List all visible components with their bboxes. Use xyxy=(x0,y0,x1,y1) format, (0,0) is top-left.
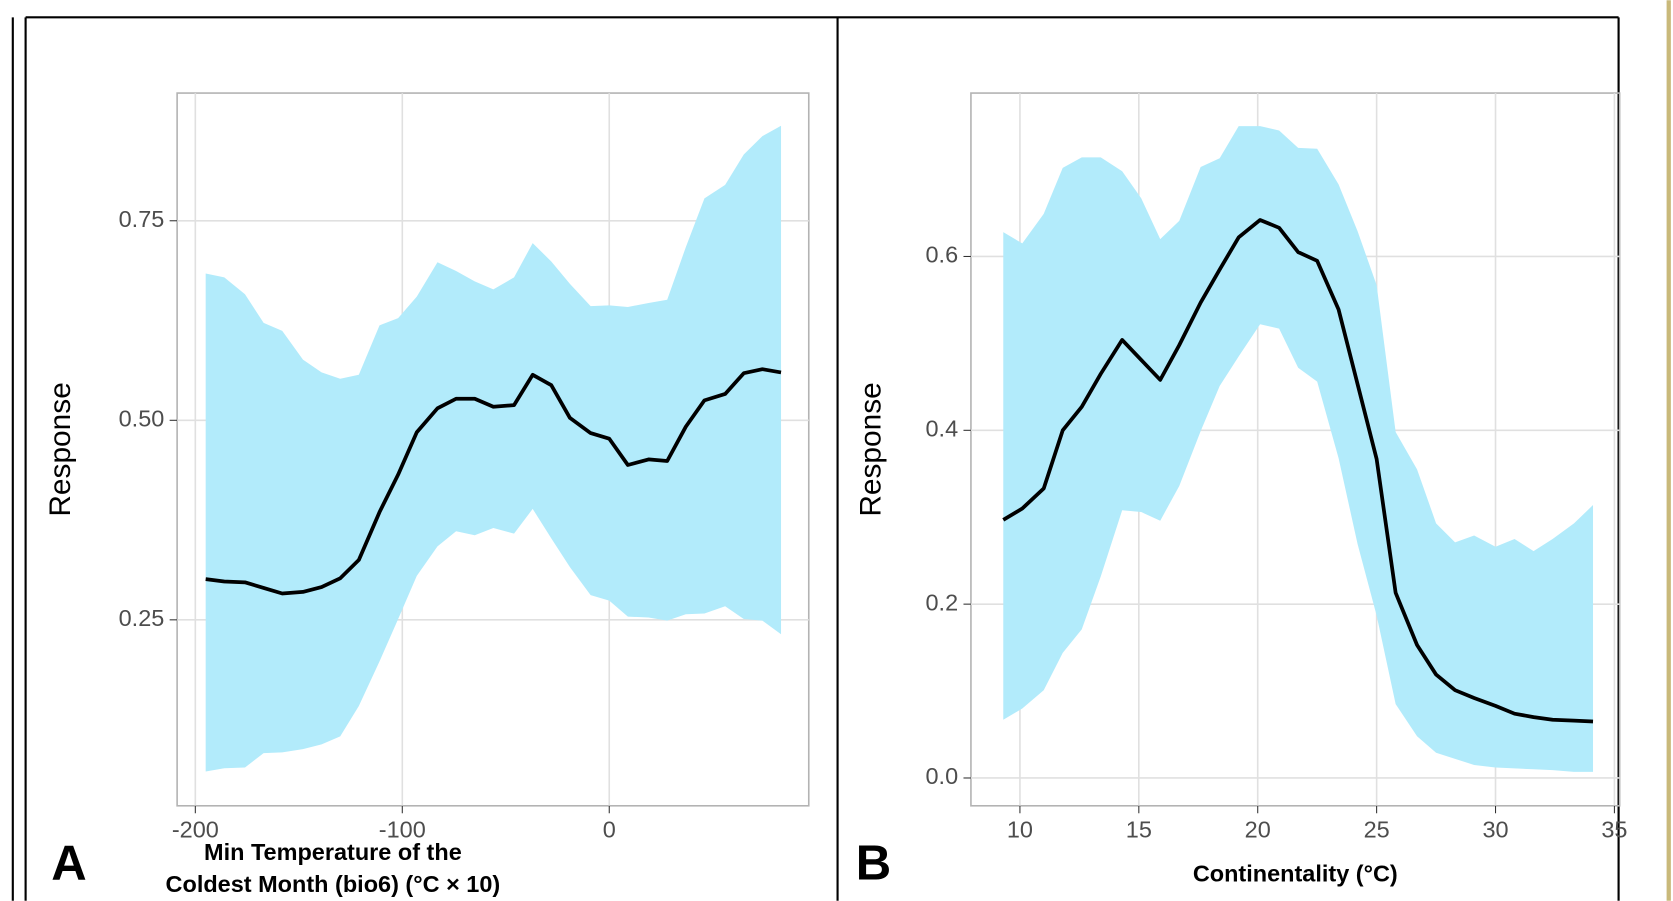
panel-label: B xyxy=(856,837,891,891)
y-tick-label: 0.2 xyxy=(926,589,959,615)
confidence-band xyxy=(1003,126,1594,772)
y-axis-label: Response xyxy=(855,382,888,516)
x-tick-label: 20 xyxy=(1245,817,1271,843)
x-tick-label: -100 xyxy=(379,817,426,843)
x-tick-label: 35 xyxy=(1601,817,1627,843)
x-tick-label: 25 xyxy=(1364,817,1390,843)
plot-border xyxy=(176,92,810,807)
y-axis-label: Response xyxy=(44,382,77,516)
response-line xyxy=(205,367,782,596)
x-axis-label: Coldest Month (bio6) (°C × 10) xyxy=(166,871,501,897)
x-tick-label: 30 xyxy=(1482,817,1508,843)
x-tick-label: 15 xyxy=(1126,817,1152,843)
response-line xyxy=(1002,218,1594,724)
confidence-band xyxy=(205,125,782,772)
y-tick-label: 0.6 xyxy=(926,242,959,268)
y-tick-label: 0.0 xyxy=(926,763,959,789)
plot-border xyxy=(970,92,1621,807)
x-tick-label: 10 xyxy=(1007,817,1033,843)
x-tick-label: -200 xyxy=(172,817,219,843)
x-axis-label: Continentality (°C) xyxy=(1193,860,1398,886)
x-tick-label: 0 xyxy=(603,817,616,843)
x-axis-label: Min Temperature of the xyxy=(204,839,462,865)
panel-label: A xyxy=(51,837,86,891)
y-tick-label: 0.25 xyxy=(119,605,165,631)
y-tick-label: 0.50 xyxy=(119,406,165,432)
y-tick-label: 0.75 xyxy=(119,206,165,232)
y-tick-label: 0.4 xyxy=(926,416,959,442)
